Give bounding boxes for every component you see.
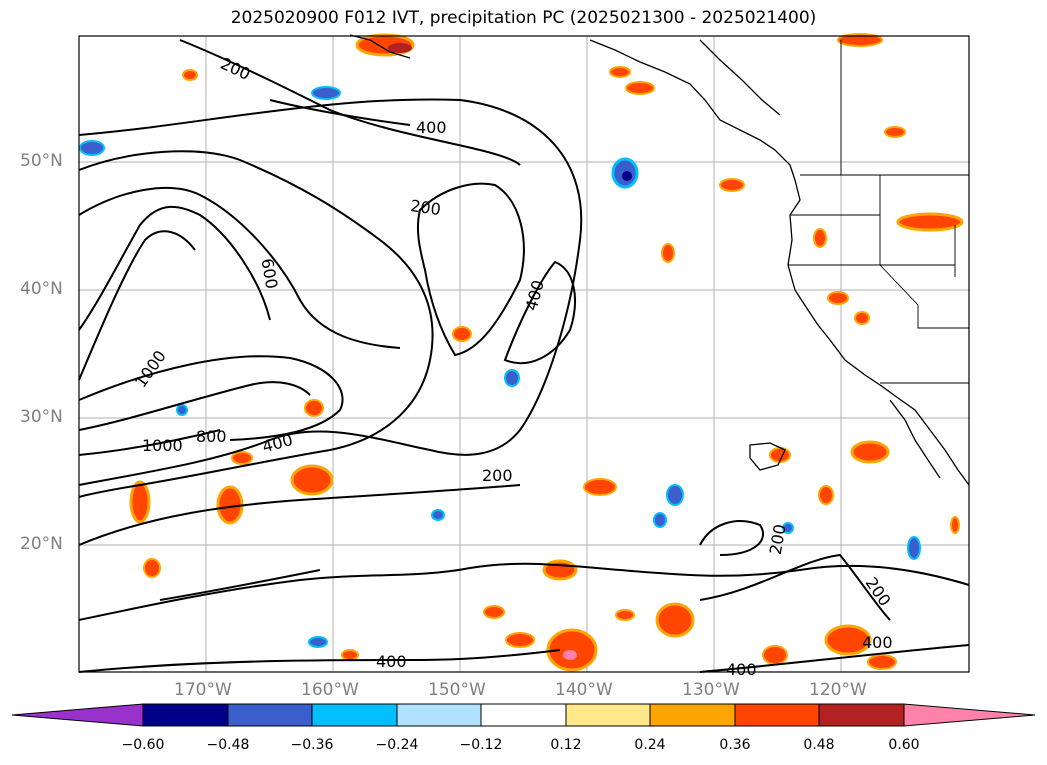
lon-label-150w: 150°W: [428, 680, 486, 700]
colorbar-tick-label: −0.60: [121, 737, 165, 753]
colorbar: [11, 703, 1036, 727]
state-borders: [788, 40, 969, 384]
contour-label: 400: [522, 278, 548, 312]
colorbar-bin: [142, 703, 229, 727]
contour-label: 400: [376, 652, 407, 671]
lon-label-170w: 170°W: [174, 680, 232, 700]
colorbar-tick-label: −0.48: [206, 737, 250, 753]
contour-label: 200: [409, 196, 442, 219]
map-title: 2025020900 F012 IVT, precipitation PC (2…: [230, 8, 817, 28]
colorbar-tick-label: 0.24: [634, 737, 666, 753]
lat-label-40n: 40°N: [20, 279, 63, 299]
ivt-contours: [78, 39, 970, 673]
contour-label: 1000: [131, 347, 170, 391]
contour-label: 200: [218, 54, 254, 84]
lon-label-140w: 140°W: [555, 680, 613, 700]
colorbar-bin: [565, 703, 651, 727]
colorbar-tick-label: 0.60: [888, 737, 920, 753]
colorbar-bin: [227, 703, 313, 727]
contour-label: 400: [416, 118, 447, 137]
lat-label-30n: 30°N: [20, 407, 63, 427]
lat-label-50n: 50°N: [20, 151, 63, 171]
colorbar-bin: [311, 703, 398, 727]
colorbar-tick-label: −0.24: [375, 737, 419, 753]
contour-label: 800: [196, 427, 227, 446]
contour-label: 400: [862, 633, 893, 652]
colorbar-bin: [734, 703, 820, 727]
graticule: [79, 36, 969, 672]
colorbar-tick-label: 0.48: [803, 737, 835, 753]
lon-label-120w: 120°W: [809, 680, 867, 700]
colorbar-bin: [818, 703, 905, 727]
colorbar-bin: [396, 703, 482, 727]
colorbar-extend-low: [11, 703, 144, 727]
colorbar-tick-label: 0.12: [550, 737, 582, 753]
contour-label: 200: [766, 523, 790, 556]
colorbar-tick-label: −0.12: [459, 737, 503, 753]
colorbar-tick-label: −0.36: [290, 737, 334, 753]
coastline: [349, 34, 970, 486]
contour-label: 200: [862, 574, 895, 610]
colorbar-bin: [480, 703, 567, 727]
precip-negative: [79, 86, 921, 648]
map-frame: [78, 35, 970, 673]
contour-label: 400: [260, 430, 294, 456]
contour-label: 1000: [142, 436, 183, 455]
precip-positive: [129, 33, 964, 672]
colorbar-tick-label: 0.36: [719, 737, 751, 753]
colorbar-extend-high: [903, 703, 1036, 727]
lon-label-160w: 160°W: [301, 680, 359, 700]
contour-label: 200: [482, 466, 513, 485]
lat-label-20n: 20°N: [20, 534, 63, 554]
colorbar-bin: [649, 703, 736, 727]
contour-label: 400: [726, 660, 757, 679]
lon-label-130w: 130°W: [682, 680, 740, 700]
contour-label: 600: [257, 257, 281, 290]
